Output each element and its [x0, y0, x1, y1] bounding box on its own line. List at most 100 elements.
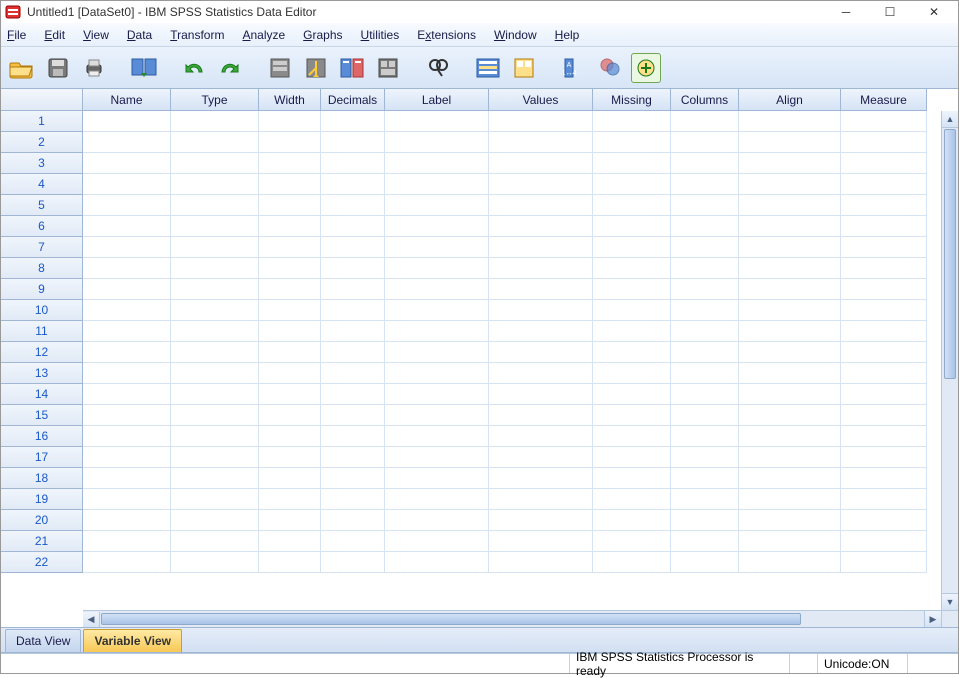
row-header[interactable]: 21	[1, 531, 83, 552]
grid-cell[interactable]	[83, 384, 171, 405]
grid-cell[interactable]	[259, 132, 321, 153]
goto-variable-icon[interactable]	[301, 53, 331, 83]
grid-cell[interactable]	[385, 321, 489, 342]
horizontal-scrollbar[interactable]: ◀ ▶	[83, 610, 941, 627]
scroll-down-icon[interactable]: ▼	[942, 593, 958, 610]
row-header[interactable]: 1	[1, 111, 83, 132]
column-header-name[interactable]: Name	[83, 89, 171, 111]
grid-cell[interactable]	[739, 258, 841, 279]
grid-cell[interactable]	[259, 237, 321, 258]
grid-cell[interactable]	[671, 510, 739, 531]
redo-icon[interactable]	[215, 53, 245, 83]
grid-cell[interactable]	[321, 468, 385, 489]
grid-cell[interactable]	[321, 489, 385, 510]
grid-cell[interactable]	[841, 153, 927, 174]
grid-cell[interactable]	[171, 279, 259, 300]
grid-cell[interactable]	[671, 300, 739, 321]
grid-cell[interactable]	[83, 405, 171, 426]
grid-cell[interactable]	[83, 342, 171, 363]
column-header-values[interactable]: Values	[489, 89, 593, 111]
grid-cell[interactable]	[385, 489, 489, 510]
grid-cell[interactable]	[593, 153, 671, 174]
grid-cell[interactable]	[671, 468, 739, 489]
row-header[interactable]: 9	[1, 279, 83, 300]
grid-cell[interactable]	[739, 447, 841, 468]
grid-cell[interactable]	[321, 531, 385, 552]
grid-cell[interactable]	[489, 237, 593, 258]
grid-cell[interactable]	[321, 258, 385, 279]
grid-cell[interactable]	[385, 342, 489, 363]
hscroll-thumb[interactable]	[101, 613, 801, 625]
grid-corner[interactable]	[1, 89, 83, 111]
column-header-missing[interactable]: Missing	[593, 89, 671, 111]
grid-cell[interactable]	[385, 405, 489, 426]
grid-cell[interactable]	[593, 405, 671, 426]
grid-cell[interactable]	[171, 237, 259, 258]
grid-cell[interactable]	[171, 552, 259, 573]
vscroll-thumb[interactable]	[944, 129, 956, 379]
row-header[interactable]: 3	[1, 153, 83, 174]
grid-cell[interactable]	[671, 132, 739, 153]
grid-cell[interactable]	[171, 531, 259, 552]
grid-cell[interactable]	[593, 384, 671, 405]
column-header-align[interactable]: Align	[739, 89, 841, 111]
grid-cell[interactable]	[83, 174, 171, 195]
grid-cell[interactable]	[321, 342, 385, 363]
grid-cell[interactable]	[171, 216, 259, 237]
grid-cell[interactable]	[171, 426, 259, 447]
minimize-button[interactable]: ─	[826, 2, 866, 22]
grid-cell[interactable]	[671, 153, 739, 174]
grid-cell[interactable]	[739, 363, 841, 384]
menu-view[interactable]: View	[83, 28, 109, 42]
grid-cell[interactable]	[321, 174, 385, 195]
maximize-button[interactable]: ☐	[870, 2, 910, 22]
grid-cell[interactable]	[385, 279, 489, 300]
grid-cell[interactable]	[321, 237, 385, 258]
row-header[interactable]: 12	[1, 342, 83, 363]
split-file-icon[interactable]	[473, 53, 503, 83]
grid-cell[interactable]	[489, 405, 593, 426]
row-header[interactable]: 6	[1, 216, 83, 237]
grid-cell[interactable]	[841, 321, 927, 342]
row-header[interactable]: 15	[1, 405, 83, 426]
undo-icon[interactable]	[179, 53, 209, 83]
grid-cell[interactable]	[671, 237, 739, 258]
row-header[interactable]: 7	[1, 237, 83, 258]
grid-cell[interactable]	[593, 510, 671, 531]
menu-help[interactable]: Help	[555, 28, 580, 42]
grid-cell[interactable]	[321, 363, 385, 384]
grid-cell[interactable]	[259, 111, 321, 132]
grid-cell[interactable]	[259, 363, 321, 384]
grid-cell[interactable]	[321, 384, 385, 405]
grid-cell[interactable]	[489, 300, 593, 321]
grid-cell[interactable]	[259, 447, 321, 468]
grid-cell[interactable]	[841, 510, 927, 531]
grid-cell[interactable]	[259, 342, 321, 363]
grid-cell[interactable]	[171, 384, 259, 405]
grid-cell[interactable]	[489, 342, 593, 363]
grid-cell[interactable]	[739, 405, 841, 426]
grid-cell[interactable]	[489, 363, 593, 384]
menu-utilities[interactable]: Utilities	[361, 28, 400, 42]
grid-cell[interactable]	[593, 111, 671, 132]
grid-cell[interactable]	[83, 447, 171, 468]
grid-cell[interactable]	[259, 258, 321, 279]
grid-cell[interactable]	[671, 279, 739, 300]
grid-cell[interactable]	[171, 195, 259, 216]
grid-cell[interactable]	[171, 300, 259, 321]
grid-cell[interactable]	[321, 153, 385, 174]
tab-data-view[interactable]: Data View	[5, 629, 81, 652]
grid-cell[interactable]	[841, 300, 927, 321]
grid-cell[interactable]	[739, 237, 841, 258]
grid-cell[interactable]	[83, 489, 171, 510]
grid-cell[interactable]	[841, 405, 927, 426]
grid-cell[interactable]	[385, 384, 489, 405]
grid-cell[interactable]	[593, 195, 671, 216]
scroll-left-icon[interactable]: ◀	[83, 612, 100, 628]
grid-cell[interactable]	[593, 174, 671, 195]
grid-cell[interactable]	[259, 426, 321, 447]
grid-cell[interactable]	[841, 552, 927, 573]
grid-cell[interactable]	[385, 174, 489, 195]
grid-cell[interactable]	[739, 342, 841, 363]
column-header-measure[interactable]: Measure	[841, 89, 927, 111]
